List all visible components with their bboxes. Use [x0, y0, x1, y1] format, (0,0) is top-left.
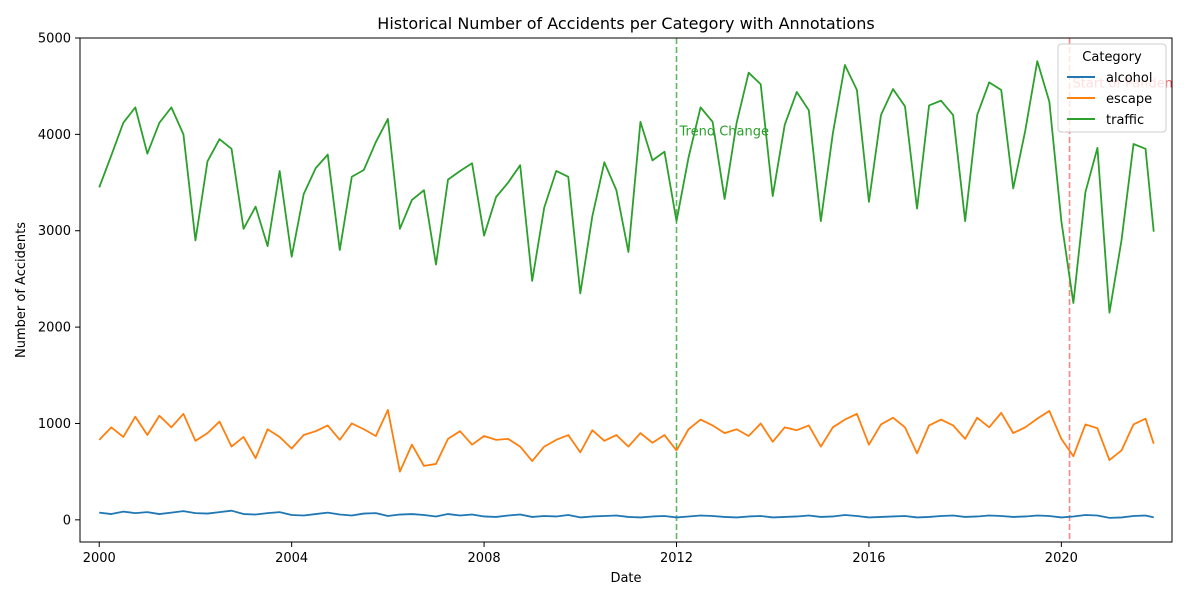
y-axis: 0 1000 2000 3000 4000 5000 [38, 32, 80, 528]
chart-title: Historical Number of Accidents per Categ… [377, 14, 874, 33]
x-tick-label-2008: 2008 [468, 551, 501, 566]
series-line-traffic [98, 60, 1155, 314]
y-tick-label-0: 0 [63, 513, 71, 528]
x-tick-label-2016: 2016 [852, 551, 885, 566]
legend: Category alcohol escape traffic [1057, 43, 1167, 133]
x-tick-label-2004: 2004 [275, 551, 308, 566]
series-line-alcohol [99, 509, 1154, 519]
x-tick-label-2000: 2000 [83, 551, 116, 566]
legend-label-traffic: traffic [1106, 113, 1144, 128]
x-axis-title: Date [610, 571, 641, 586]
y-tick-label-2000: 2000 [38, 321, 71, 336]
annotation-lines [675, 38, 1071, 542]
legend-box [1057, 43, 1167, 133]
legend-label-escape: escape [1106, 92, 1152, 107]
plot-frame [79, 37, 1173, 543]
legend-title: Category [1082, 50, 1142, 65]
series-lines [98, 60, 1155, 519]
y-tick-label-5000: 5000 [38, 32, 71, 47]
x-tick-label-2020: 2020 [1045, 551, 1078, 566]
y-tick-label-1000: 1000 [38, 417, 71, 432]
annotation-label-1: Trend Change [679, 125, 769, 140]
x-axis: 2000 2004 2008 2012 2016 2020 [83, 542, 1078, 566]
legend-label-alcohol: alcohol [1106, 71, 1152, 86]
series-line-escape [98, 409, 1155, 473]
x-tick-label-2012: 2012 [660, 551, 693, 566]
y-tick-label-4000: 4000 [38, 128, 71, 143]
y-axis-title: Number of Accidents [14, 222, 29, 358]
y-tick-label-3000: 3000 [38, 224, 71, 239]
